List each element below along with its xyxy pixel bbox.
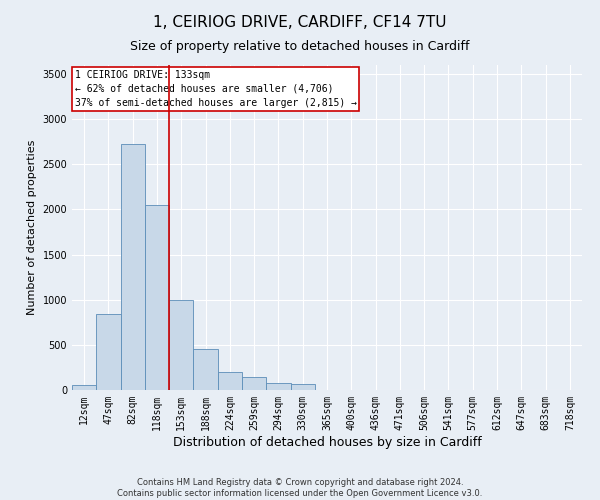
Bar <box>266 383 290 390</box>
Text: Size of property relative to detached houses in Cardiff: Size of property relative to detached ho… <box>130 40 470 53</box>
Text: 1 CEIRIOG DRIVE: 133sqm
← 62% of detached houses are smaller (4,706)
37% of semi: 1 CEIRIOG DRIVE: 133sqm ← 62% of detache… <box>74 70 356 108</box>
Bar <box>96 314 121 390</box>
X-axis label: Distribution of detached houses by size in Cardiff: Distribution of detached houses by size … <box>173 436 481 448</box>
Bar <box>169 300 193 390</box>
Bar <box>218 372 242 390</box>
Bar <box>193 350 218 390</box>
Bar <box>242 378 266 390</box>
Bar <box>290 384 315 390</box>
Text: 1, CEIRIOG DRIVE, CARDIFF, CF14 7TU: 1, CEIRIOG DRIVE, CARDIFF, CF14 7TU <box>153 15 447 30</box>
Bar <box>72 384 96 390</box>
Text: Contains HM Land Registry data © Crown copyright and database right 2024.
Contai: Contains HM Land Registry data © Crown c… <box>118 478 482 498</box>
Bar <box>121 144 145 390</box>
Y-axis label: Number of detached properties: Number of detached properties <box>27 140 37 315</box>
Bar <box>145 205 169 390</box>
